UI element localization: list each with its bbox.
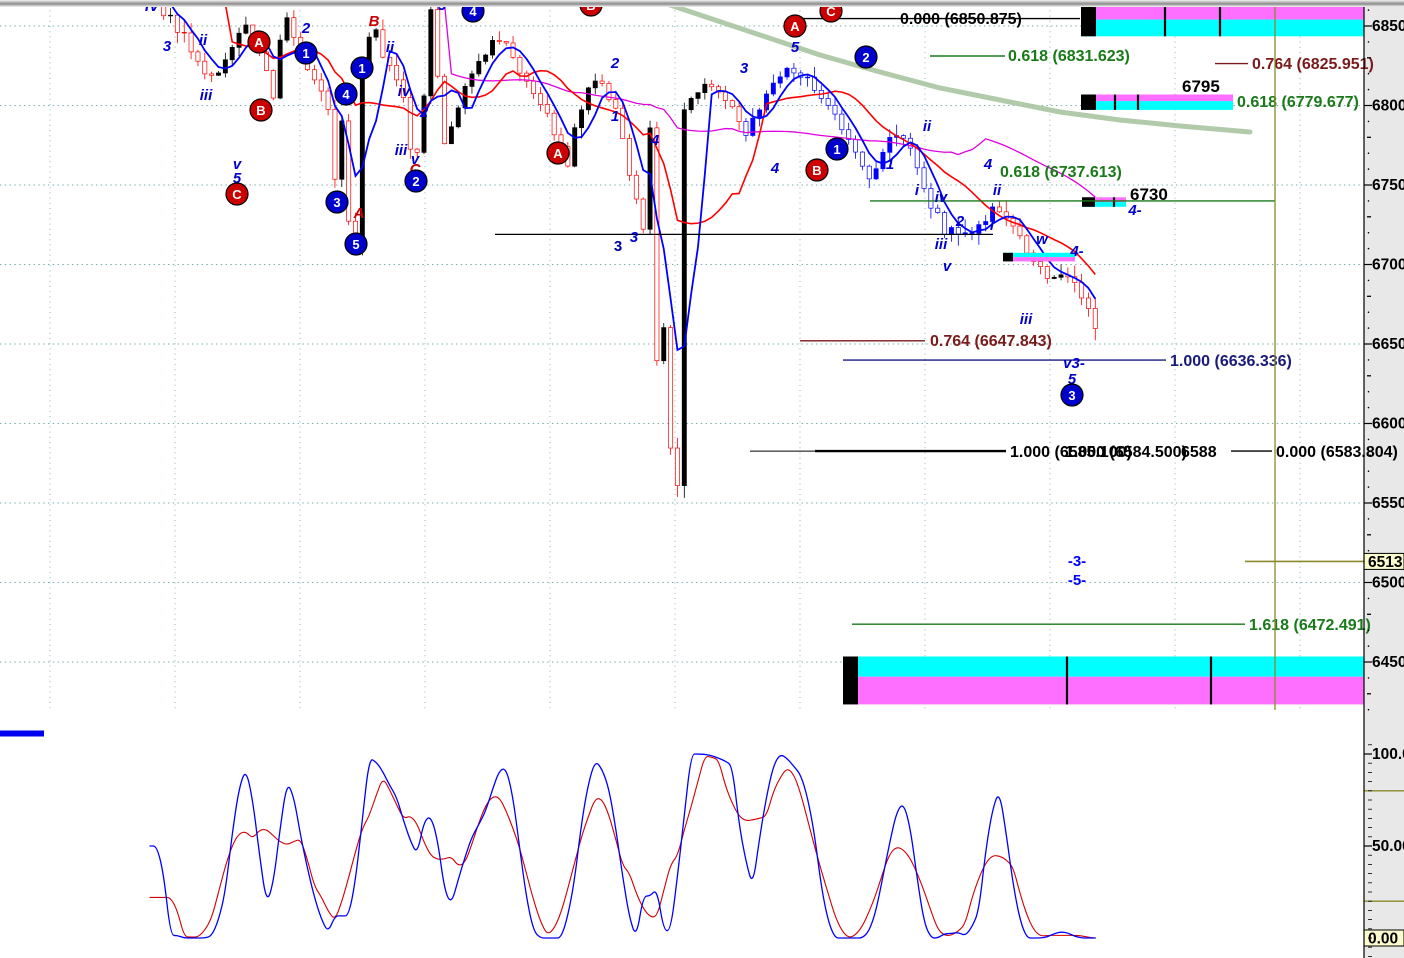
svg-text:6800.: 6800. bbox=[1372, 98, 1404, 115]
svg-text:6600.: 6600. bbox=[1372, 416, 1404, 433]
svg-text:6700.: 6700. bbox=[1372, 257, 1404, 274]
svg-text:6850.: 6850. bbox=[1372, 18, 1404, 35]
svg-text:50.00: 50.00 bbox=[1372, 838, 1404, 855]
svg-text:6750.: 6750. bbox=[1372, 177, 1404, 194]
svg-text:100.0: 100.0 bbox=[1372, 746, 1404, 763]
svg-text:6513.3: 6513.3 bbox=[1368, 554, 1404, 571]
svg-text:0.00: 0.00 bbox=[1368, 931, 1398, 948]
svg-text:6550.: 6550. bbox=[1372, 495, 1404, 512]
svg-text:6450.: 6450. bbox=[1372, 654, 1404, 671]
svg-text:6500.: 6500. bbox=[1372, 575, 1404, 592]
svg-text:6650.: 6650. bbox=[1372, 336, 1404, 353]
